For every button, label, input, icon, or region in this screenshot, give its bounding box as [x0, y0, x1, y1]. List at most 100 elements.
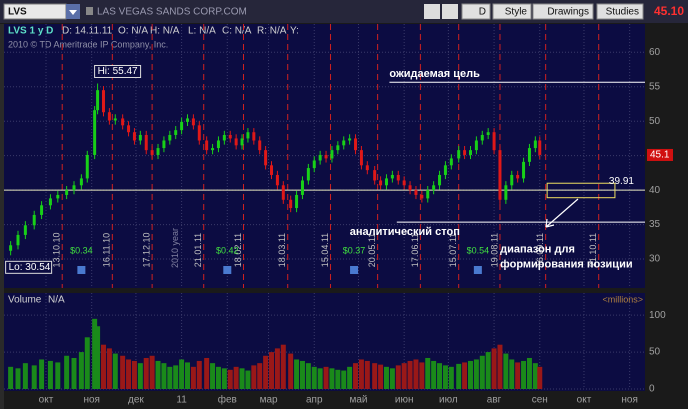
volume-bar	[47, 360, 53, 389]
event-label: 21.01.11	[193, 233, 203, 267]
candle-body	[414, 190, 418, 195]
candle-body	[264, 150, 268, 166]
candle-body	[312, 160, 316, 169]
candle-body	[222, 134, 226, 141]
volume-bar	[215, 366, 221, 389]
candle-body	[463, 150, 467, 155]
volume-bar	[491, 348, 497, 389]
candle-body	[468, 150, 472, 155]
dividend-label: $0.54	[467, 245, 490, 255]
dividend-icon	[350, 266, 359, 274]
x-tick-label: окт	[577, 395, 592, 406]
toolbar-button[interactable]	[492, 3, 532, 20]
volume-bar	[353, 363, 359, 389]
volume-bar	[100, 344, 106, 389]
candle-body	[270, 165, 274, 175]
candle-body	[420, 194, 424, 199]
toolbar-button[interactable]	[596, 3, 644, 20]
candle-body	[228, 134, 232, 139]
volume-bar	[347, 366, 353, 389]
candle-body	[516, 174, 520, 179]
candle-body	[402, 180, 406, 186]
x-tick-label: апр	[306, 395, 323, 406]
volume-bar	[395, 365, 401, 389]
volume-bar	[257, 363, 263, 389]
volume-bar	[537, 366, 543, 389]
y-tick-label: 50	[649, 116, 661, 127]
volume-bar	[112, 353, 118, 389]
candle-body	[156, 148, 160, 155]
volume-bar	[442, 365, 448, 389]
candle-body	[32, 214, 36, 226]
dividend-label: $0.42	[216, 245, 239, 255]
x-tick-label: ноя	[83, 395, 100, 406]
volume-bar	[383, 366, 389, 389]
candle-body	[79, 178, 83, 186]
candle-body	[510, 174, 514, 186]
volume-bar	[22, 363, 28, 389]
candle-body	[144, 134, 148, 151]
year-marker: 2010 year	[170, 228, 180, 268]
candle-body	[197, 125, 201, 141]
dividend-label: $0.37	[343, 245, 366, 255]
event-label: 17.06.11	[410, 233, 420, 267]
candle-body	[132, 132, 136, 141]
candle-body	[72, 185, 76, 191]
dividend-label: $0.34	[70, 245, 93, 255]
last-price-label: 45.1	[650, 150, 670, 161]
candle-body	[474, 140, 478, 151]
volume-bar	[509, 359, 515, 389]
volume-bar	[106, 348, 112, 389]
last-price: 45.10	[654, 4, 684, 18]
x-tick-label: окт	[39, 395, 54, 406]
candle-body	[300, 180, 304, 195]
candle-body	[295, 194, 299, 209]
toolbar-button[interactable]	[532, 3, 594, 20]
candle-body	[354, 138, 358, 151]
dividend-icon	[223, 266, 232, 274]
volume-bar	[358, 359, 364, 389]
volume-bar	[335, 369, 341, 389]
candle-body	[438, 174, 442, 186]
candle-body	[240, 138, 244, 146]
volume-bar	[479, 355, 485, 389]
range-box	[546, 182, 616, 199]
candle-body	[498, 150, 502, 200]
annotation-text: ожидаемая цель	[389, 68, 480, 80]
toolbar-button[interactable]	[461, 3, 491, 20]
header-item: L: N/A	[188, 26, 216, 37]
candle-body	[127, 125, 131, 133]
volume-bar	[364, 360, 370, 389]
tool-icon[interactable]	[442, 4, 458, 19]
volume-bar	[485, 352, 491, 389]
event-label: 15.04.11	[320, 233, 330, 267]
tool-icon[interactable]	[424, 4, 440, 19]
candle-body	[211, 148, 215, 151]
lo-box	[5, 260, 53, 274]
volume-units: <millions>	[602, 294, 643, 304]
volume-bar	[378, 364, 384, 389]
candle-body	[162, 140, 166, 149]
candle-body	[527, 148, 531, 162]
volume-bar	[263, 355, 269, 389]
button-label: Drawings	[547, 7, 589, 18]
candle-body	[408, 185, 412, 191]
volume-bar	[305, 363, 311, 389]
candle-body	[289, 199, 293, 209]
y-tick-label: 40	[649, 185, 661, 196]
header-item: C: N/A	[222, 26, 252, 37]
header-item: R: N/A	[257, 26, 287, 37]
dividend-icon	[473, 266, 482, 274]
event-label: 20.05.11	[367, 233, 377, 267]
x-tick-label: мар	[260, 395, 278, 406]
y-tick-label: 35	[649, 219, 661, 230]
volume-bar	[311, 366, 317, 389]
volume-bar	[227, 369, 233, 389]
candle-body	[191, 118, 195, 126]
volume-bar	[143, 357, 149, 389]
header-item: Y:	[290, 26, 299, 37]
candle-body	[379, 180, 383, 186]
candle-body	[180, 121, 184, 131]
volume-bar	[39, 359, 45, 389]
volume-bar	[467, 360, 473, 389]
